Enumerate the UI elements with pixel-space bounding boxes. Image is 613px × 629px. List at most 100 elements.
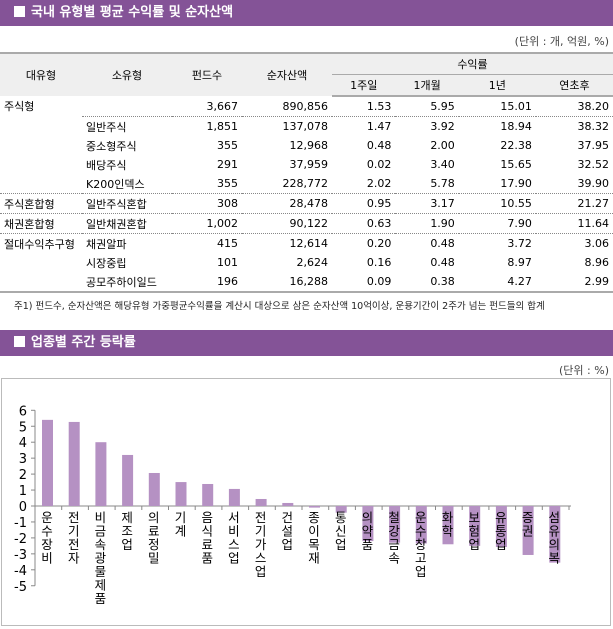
cell-y1: 18.94 — [458, 116, 536, 136]
fund-returns-table: 대유형 소유형 펀드수 순자산액 수익률 1주일 1개월 1년 연초후 주식형 3… — [0, 52, 613, 293]
cell-w1: 0.95 — [332, 193, 396, 214]
cell-minor: 일반채권혼합 — [82, 213, 172, 234]
cell-ytd: 37.95 — [577, 139, 610, 152]
table-row: 절대수익추구형 채권알파 415 12,614 0.20 0.48 3.72 3.06 — [0, 233, 613, 253]
table-row: 배당주식 291 37,959 0.02 3.40 15.65 32.52 — [0, 155, 613, 174]
cell-y1: 8.97 — [507, 256, 532, 269]
cell-assets: 2,624 — [296, 256, 329, 269]
bar — [309, 506, 320, 508]
col-returns: 수익률 — [332, 52, 613, 75]
cell-minor: 일반주식 — [82, 116, 172, 136]
cell-ytd: 32.52 — [577, 158, 610, 171]
cell-y1: 15.01 — [500, 100, 532, 113]
cell-ytd: 2.99 — [535, 272, 613, 293]
table-row: 시장중립 101 2,624 0.16 0.48 8.97 8.96 — [0, 253, 613, 272]
cell-ytd: 38.32 — [535, 116, 613, 136]
cell-w1: 0.16 — [366, 256, 392, 269]
table-row: K200인덱스 355 228,772 2.02 5.78 17.90 39.90 — [0, 174, 613, 194]
y-tick-label: 3 — [19, 452, 27, 467]
bar — [389, 506, 401, 543]
cell-y1: 3.72 — [458, 233, 536, 253]
cell-funds: 355 — [217, 177, 238, 190]
cell-funds: 196 — [172, 272, 242, 293]
bar — [362, 506, 374, 542]
cell-major — [0, 272, 82, 293]
table-row: 일반주식 1,851 137,078 1.47 3.92 18.94 38.32 — [0, 116, 613, 136]
cell-w1: 0.63 — [332, 213, 396, 234]
cell-funds: 3,667 — [206, 99, 239, 113]
cell-assets: 12,968 — [289, 139, 329, 152]
cell-assets: 890,856 — [282, 99, 329, 113]
cell-y1: 17.90 — [500, 177, 532, 190]
bar — [175, 482, 187, 506]
cell-w1: 0.09 — [332, 272, 396, 293]
bar — [255, 498, 267, 506]
section-title: 업종별 주간 등락률 — [31, 335, 136, 350]
cell-assets: 12,614 — [242, 233, 332, 253]
cell-assets: 90,122 — [242, 213, 332, 234]
cell-funds: 1,002 — [172, 213, 242, 234]
cell-m1: 0.48 — [430, 256, 455, 269]
y-tick-label: -1 — [14, 516, 27, 531]
bar — [148, 472, 160, 506]
cell-minor — [82, 96, 172, 117]
bar — [68, 421, 80, 506]
sector-chart: 6 5 4 3 2 1 0 -1 -2 -3 -4 -5 운 수 장 비 전 기 전 자 비 금 속 광 물 제 품 제 조 업 의 료 정 밀 기… — [1, 378, 611, 626]
y-tick-label: 6 — [19, 404, 27, 419]
cell-y1: 7.90 — [458, 213, 536, 234]
cell-minor: 배당주식 — [86, 158, 127, 172]
cell-funds: 1,851 — [172, 116, 242, 136]
cell-major — [0, 253, 82, 272]
col-ytd: 연초후 — [535, 74, 613, 97]
cell-w1: 0.48 — [366, 139, 392, 152]
cell-m1: 0.48 — [395, 233, 459, 253]
cell-ytd: 11.64 — [535, 213, 613, 234]
cell-ytd: 38.20 — [577, 100, 610, 113]
cell-major: 채권혼합형 — [0, 213, 82, 234]
cell-y1: 15.65 — [500, 158, 532, 171]
col-1m: 1개월 — [395, 74, 459, 97]
cell-m1: 3.92 — [395, 116, 459, 136]
cell-m1: 0.38 — [395, 272, 459, 293]
cell-y1: 4.27 — [458, 272, 536, 293]
cell-minor: 채권알파 — [82, 233, 172, 253]
y-tick-label: -4 — [14, 564, 27, 579]
square-bullet-icon — [14, 336, 25, 347]
cell-ytd: 8.96 — [584, 256, 610, 269]
bar — [522, 506, 534, 555]
bar — [335, 506, 347, 513]
cell-y1: 22.38 — [500, 139, 532, 152]
cell-funds: 291 — [217, 158, 238, 171]
col-assets: 순자산액 — [242, 52, 332, 96]
bar — [469, 506, 481, 546]
table-row: 채권혼합형 일반채권혼합 1,002 90,122 0.63 1.90 7.90 11.64 — [0, 213, 613, 234]
cell-w1: 0.02 — [366, 158, 392, 171]
cell-w1: 2.02 — [366, 177, 392, 190]
cell-assets: 28,478 — [242, 193, 332, 214]
bar — [228, 488, 240, 506]
y-tick-label: 2 — [19, 468, 27, 483]
col-major: 대유형 — [0, 52, 82, 96]
cell-assets: 228,772 — [282, 177, 329, 190]
cell-major: 주식혼합형 — [0, 193, 82, 214]
y-tick-label: 1 — [19, 484, 27, 499]
cell-major — [0, 174, 82, 194]
y-tick-label: -5 — [14, 580, 27, 595]
unit-label: (단위 : %) — [559, 364, 609, 377]
